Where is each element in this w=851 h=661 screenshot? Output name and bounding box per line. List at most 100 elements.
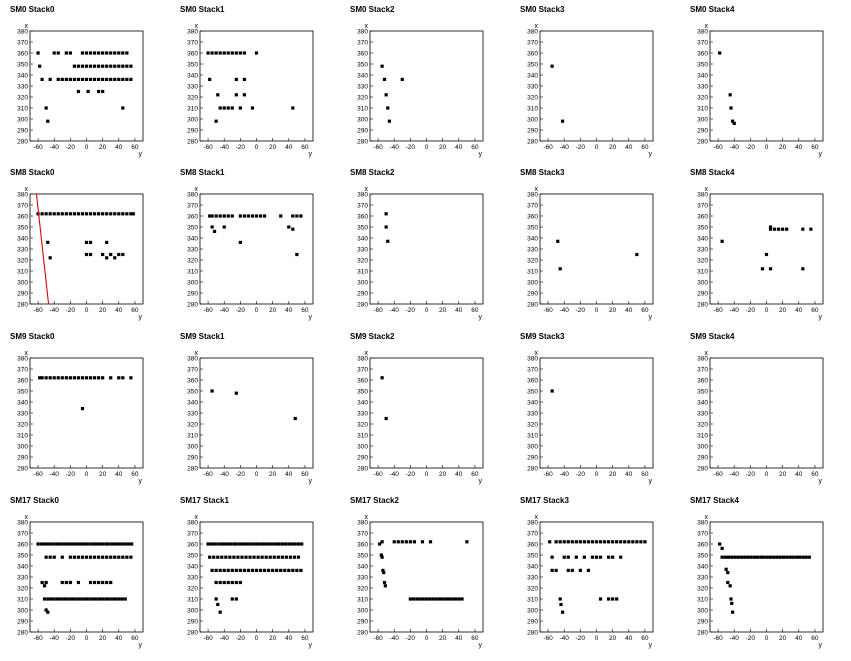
point	[291, 568, 295, 572]
x-axis-label: y	[649, 642, 653, 649]
panel: SM9 Stack1 280 290 300 310 320 330 340 350 360 370…	[180, 332, 314, 485]
x-tick-label: 20	[779, 635, 787, 642]
panel: SM8 Stack4 280 290 300 310 320 330 340 350 360 370…	[690, 168, 824, 321]
y-tick-label: 360	[527, 541, 538, 548]
y-tick-label: 280	[17, 629, 28, 636]
x-tick-label: 60	[641, 144, 649, 151]
x-tick-label: 0	[765, 635, 769, 642]
x-axis-label: y	[819, 642, 823, 649]
point	[234, 51, 238, 55]
y-axis-label: x	[195, 23, 199, 30]
point	[55, 542, 60, 546]
x-tick-label: 20	[99, 144, 107, 151]
y-tick-label: 360	[17, 213, 28, 220]
point	[299, 568, 303, 572]
point	[117, 597, 121, 601]
point	[104, 597, 108, 601]
x-tick-label: -60	[373, 144, 383, 151]
points	[384, 212, 390, 243]
point	[300, 542, 304, 546]
x-axis-label: y	[139, 642, 143, 649]
y-tick-label: 350	[697, 552, 708, 559]
point	[241, 542, 246, 546]
point	[619, 555, 623, 559]
point	[105, 212, 109, 216]
y-tick-label: 380	[17, 191, 28, 198]
point	[84, 252, 89, 257]
point	[208, 214, 212, 218]
y-tick-label: 370	[17, 202, 28, 209]
point	[214, 51, 218, 55]
point	[586, 568, 591, 572]
x-axis-label: y	[649, 314, 653, 321]
y-tick-label: 360	[527, 377, 538, 384]
point	[772, 227, 777, 231]
x-tick-label: 40	[455, 635, 463, 642]
x-tick-label: 0	[85, 471, 89, 478]
point	[254, 568, 259, 572]
x-tick-label: 40	[285, 307, 293, 314]
point	[218, 51, 222, 55]
y-tick-label: 300	[17, 279, 28, 286]
y-tick-label: 380	[187, 191, 198, 198]
point	[84, 64, 89, 68]
point	[428, 540, 433, 544]
y-tick-label: 330	[527, 574, 538, 581]
point	[92, 51, 97, 55]
point	[404, 540, 408, 544]
point	[739, 555, 744, 559]
x-axis-label: y	[479, 478, 483, 485]
point	[46, 240, 50, 244]
point	[101, 51, 105, 55]
point	[84, 77, 89, 81]
point	[238, 240, 242, 244]
point	[635, 252, 639, 257]
point	[380, 376, 384, 380]
x-tick-label: -20	[746, 144, 756, 151]
y-tick-label: 280	[17, 465, 28, 472]
point	[623, 540, 627, 544]
y-axis-label: x	[195, 514, 199, 521]
y-tick-label: 340	[357, 72, 368, 79]
points	[556, 239, 639, 271]
point	[267, 542, 272, 546]
y-tick-label: 360	[187, 541, 198, 548]
point	[76, 77, 81, 81]
point	[271, 568, 275, 572]
point	[60, 77, 64, 81]
point	[234, 597, 238, 601]
x-tick-label: 60	[131, 144, 139, 151]
point	[68, 77, 72, 81]
point	[228, 555, 232, 559]
point	[105, 256, 109, 260]
point	[80, 555, 85, 559]
point	[574, 555, 578, 559]
point	[101, 597, 105, 601]
y-tick-label: 370	[357, 366, 368, 373]
point	[380, 555, 384, 559]
y-tick-label: 370	[17, 39, 28, 46]
point	[78, 542, 82, 546]
x-tick-label: -40	[390, 635, 400, 642]
x-tick-label: 20	[439, 307, 447, 314]
point	[643, 540, 647, 544]
point	[382, 580, 387, 585]
y-tick-label: 290	[697, 618, 708, 625]
point	[68, 542, 72, 546]
y-tick-label: 350	[187, 61, 198, 68]
panel: SM8 Stack1 280 290 300 310 320 330 340 350 360 370…	[180, 168, 314, 321]
x-tick-label: -20	[66, 471, 76, 478]
point	[421, 597, 425, 601]
point	[113, 256, 117, 260]
point	[44, 212, 48, 216]
point	[113, 555, 117, 559]
y-tick-label: 370	[697, 366, 708, 373]
x-tick-label: 0	[425, 144, 429, 151]
y-tick-label: 330	[357, 83, 368, 90]
point	[49, 597, 53, 601]
y-tick-label: 290	[527, 290, 538, 297]
point	[245, 542, 249, 546]
point	[76, 376, 81, 380]
point	[46, 542, 50, 546]
point	[214, 580, 218, 585]
